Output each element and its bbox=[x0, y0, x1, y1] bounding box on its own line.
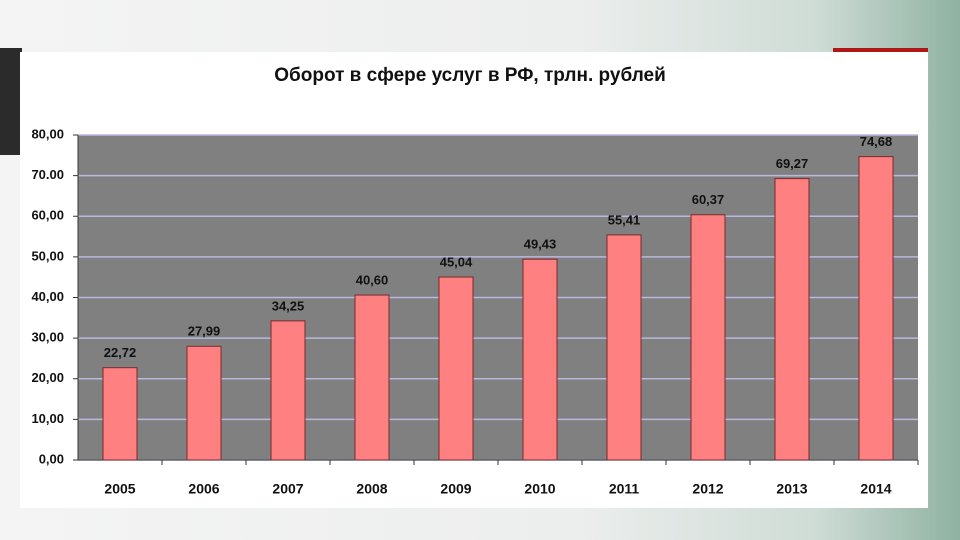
data-label: 45,04 bbox=[440, 254, 473, 269]
y-tick-label: 60,00 bbox=[31, 208, 64, 223]
x-tick-label: 2005 bbox=[104, 481, 135, 497]
data-label: 55,41 bbox=[608, 212, 641, 227]
y-tick-label: 10,00 bbox=[31, 411, 64, 426]
y-tick-label: 70.00 bbox=[31, 167, 64, 182]
y-tick-label: 40,00 bbox=[31, 289, 64, 304]
y-tick-label: 30,00 bbox=[31, 330, 64, 345]
x-tick-label: 2010 bbox=[524, 481, 555, 497]
data-label: 60,37 bbox=[692, 192, 725, 207]
bar bbox=[774, 178, 810, 461]
x-tick-label: 2014 bbox=[860, 481, 891, 497]
bar bbox=[690, 214, 726, 461]
x-tick-label: 2012 bbox=[692, 481, 723, 497]
data-label: 69,27 bbox=[776, 156, 809, 171]
data-label: 49,43 bbox=[524, 237, 557, 252]
data-label: 74,68 bbox=[860, 134, 893, 149]
data-label: 27,99 bbox=[188, 324, 221, 339]
x-tick-label: 2009 bbox=[440, 481, 471, 497]
data-label: 22,72 bbox=[104, 345, 137, 360]
bar bbox=[270, 320, 306, 461]
left-accent bbox=[0, 48, 22, 155]
bar bbox=[606, 234, 642, 461]
x-tick-label: 2008 bbox=[356, 481, 387, 497]
bar bbox=[102, 367, 138, 461]
bar bbox=[438, 276, 474, 461]
bar bbox=[354, 294, 390, 461]
x-tick-label: 2006 bbox=[188, 481, 219, 497]
y-tick-label: 80,00 bbox=[31, 126, 64, 141]
x-tick-label: 2007 bbox=[272, 481, 303, 497]
bar bbox=[522, 258, 558, 461]
bar bbox=[186, 345, 222, 461]
y-tick-label: 50,00 bbox=[31, 248, 64, 263]
data-label: 34,25 bbox=[272, 298, 305, 313]
bar bbox=[858, 156, 894, 461]
chart-title: Оборот в сфере услуг в РФ, трлн. рублей bbox=[274, 65, 666, 86]
data-label: 40,60 bbox=[356, 273, 389, 288]
x-tick-label: 2013 bbox=[776, 481, 807, 497]
y-tick-label: 0,00 bbox=[39, 451, 64, 466]
y-tick-label: 20,00 bbox=[31, 370, 64, 385]
x-tick-label: 2011 bbox=[609, 481, 640, 497]
